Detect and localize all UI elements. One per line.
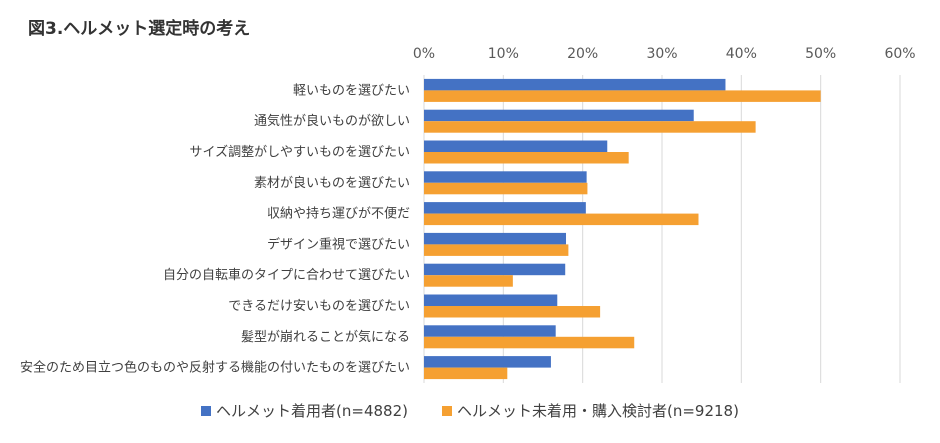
legend: ヘルメット着用者(n=4882) ヘルメット未着用・購入検討者(n=9218): [0, 400, 940, 421]
bar-series-2: [424, 367, 508, 380]
bar-series-2: [424, 90, 821, 102]
bar-series-1: [424, 140, 608, 152]
legend-item-series-2: ヘルメット未着用・購入検討者(n=9218): [442, 400, 739, 421]
bar-series-2: [424, 213, 699, 226]
legend-label-series-1: ヘルメット着用者(n=4882): [216, 402, 408, 420]
bar-series-2: [424, 275, 513, 287]
bar-series-1: [424, 78, 726, 91]
x-tick-label: 10%: [488, 46, 519, 62]
chart-title: 図3.ヘルメット選定時の考え: [28, 19, 251, 39]
bar-series-1: [424, 263, 566, 276]
bar-series-2: [424, 121, 756, 133]
bar-series-1: [424, 202, 586, 214]
bar-series-1: [424, 325, 556, 337]
legend-label-series-2: ヘルメット未着用・購入検討者(n=9218): [457, 402, 739, 420]
bar-chart: 0% 10% 20% 30% 40% 50% 60% 軽いものを選びたい通気性が良いものが欲…: [20, 46, 916, 383]
x-tick-label: 50%: [805, 46, 836, 62]
category-label: できるだけ安いものを選びたい: [228, 299, 410, 314]
x-tick-label: 40%: [726, 46, 757, 62]
bar-series-2: [424, 244, 569, 256]
bar-series-2: [424, 152, 629, 164]
bar-series-2: [424, 306, 601, 318]
x-tick-label: 0%: [413, 46, 435, 62]
bar-series-2: [424, 182, 588, 195]
category-labels: 軽いものを選びたい通気性が良いものが欲しいサイズ調整がしやすいものを選びたい素材…: [20, 83, 410, 375]
category-label: デザイン重視で選びたい: [267, 236, 410, 252]
category-label: 自分の自転車のタイプに合わせて選びたい: [163, 268, 410, 283]
bar-series-1: [424, 294, 558, 306]
legend-swatch-series-1: [201, 405, 212, 416]
x-axis-ticks: 0% 10% 20% 30% 40% 50% 60%: [413, 46, 916, 62]
x-tick-label: 20%: [567, 46, 598, 62]
category-label: 安全のため目立つ色のものや反射する機能の付いたものを選びたい: [20, 360, 410, 376]
x-tick-label: 60%: [884, 46, 915, 62]
legend-item-series-1: ヘルメット着用者(n=4882): [201, 400, 408, 421]
category-label: 通気性が良いものが欲しい: [254, 113, 410, 129]
category-label: 素材が良いものを選びたい: [254, 175, 410, 191]
category-label: 軽いものを選びたい: [293, 83, 410, 98]
bars: [424, 78, 821, 380]
category-label: サイズ調整がしやすいものを選びたい: [190, 144, 410, 160]
category-label: 髪型が崩れることが気になる: [241, 329, 410, 345]
bar-series-1: [424, 356, 551, 368]
bar-series-1: [424, 232, 567, 245]
x-tick-label: 30%: [646, 46, 677, 62]
bar-series-2: [424, 336, 635, 349]
bar-series-1: [424, 171, 587, 183]
category-label: 収納や持ち運びが不便だ: [267, 207, 410, 222]
bar-series-1: [424, 109, 694, 122]
legend-swatch-series-2: [442, 405, 452, 416]
